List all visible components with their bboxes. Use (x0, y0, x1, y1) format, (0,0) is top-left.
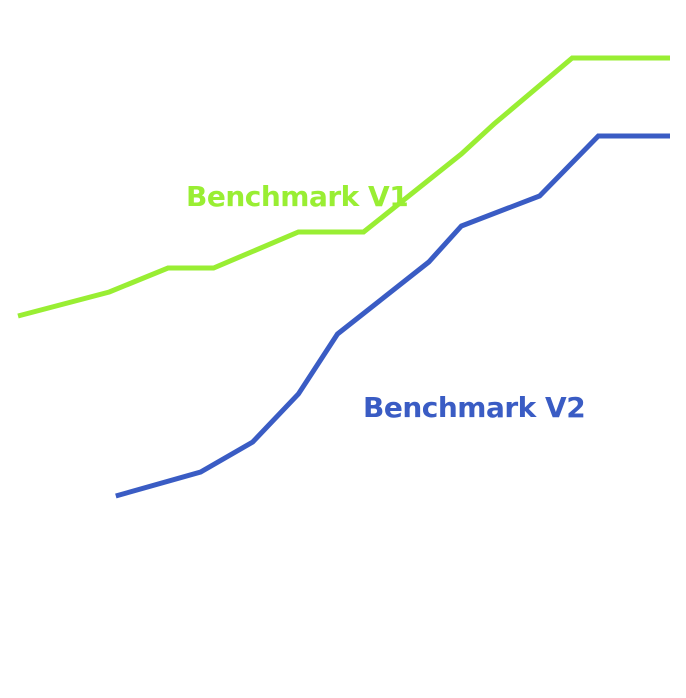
series-label-benchmark-v1: Benchmark V1 (186, 180, 408, 213)
series-label-benchmark-v2: Benchmark V2 (363, 391, 585, 424)
series-line-benchmark-v1 (17, 55, 670, 319)
series-line-benchmark-v2 (115, 133, 670, 499)
series-group (17, 55, 670, 499)
